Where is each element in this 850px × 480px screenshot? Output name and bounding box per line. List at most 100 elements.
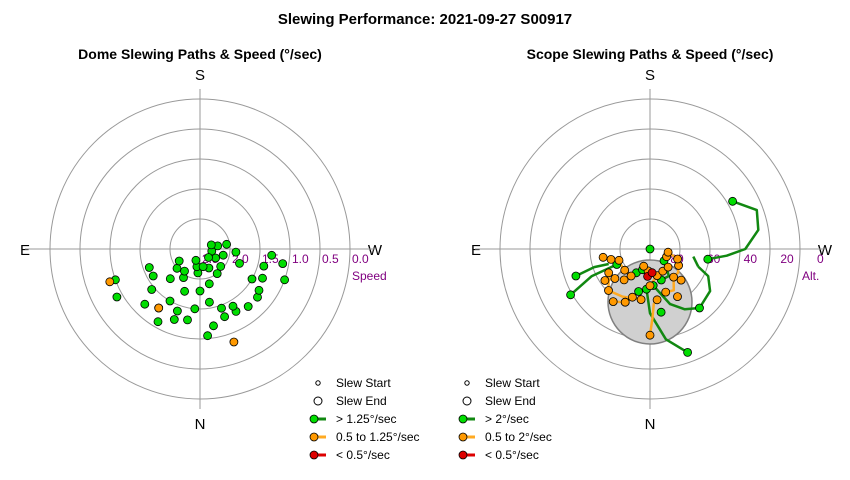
scope-legend-end-marker: [462, 396, 472, 406]
dome-radial-axis-label: Speed: [352, 269, 387, 283]
scope-legend-label: > 2°/sec: [485, 412, 529, 426]
scope-path-fast-1: [652, 284, 700, 311]
scope-radial-axis-label: Alt.: [802, 269, 819, 283]
dome-legend-swatch: [309, 414, 319, 424]
scope-point-fast-2: [695, 303, 704, 313]
dome-point-fast-37: [216, 261, 226, 271]
scope-path-fast-0: [707, 200, 760, 261]
dome-point-fast-16: [169, 315, 179, 324]
scope-chart-title: Scope Slewing Paths & Speed (°/sec): [527, 46, 774, 62]
scope-legend-label: Slew End: [485, 394, 536, 408]
dome-point-fast-35: [180, 266, 189, 276]
dome-legend-swatch: [309, 450, 319, 460]
scope-legend-entry-3: 0.5 to 2°/sec: [458, 430, 552, 444]
dome-point-fast-44: [235, 258, 244, 268]
dome-point-fast-28: [180, 286, 190, 296]
scope-point-medium-19: [676, 275, 686, 285]
dome-point-fast-22: [144, 263, 154, 272]
scope-legend-label: 0.5 to 2°/sec: [485, 430, 552, 444]
dome-point-fast-3: [220, 312, 230, 322]
dome-legend-entry-0: Slew Start: [315, 376, 391, 390]
dome-legend-swatch: [309, 432, 319, 442]
dome-chart-title: Dome Slewing Paths & Speed (°/sec): [78, 46, 322, 62]
scope-legend-label: < 0.5°/sec: [485, 448, 539, 462]
dome-point-fast-51: [112, 292, 122, 302]
scope-point-medium-0: [645, 330, 655, 340]
scope-path-fast-2: [645, 289, 689, 354]
dome-legend-label: < 0.5°/sec: [336, 448, 390, 462]
dome-point-fast-46: [204, 253, 213, 262]
dome-direction-bottom: N: [195, 416, 206, 433]
scope-radial-tick-4: 0: [817, 252, 824, 266]
dome-point-fast-4: [243, 302, 253, 311]
scope-point-medium-1: [652, 295, 662, 305]
dome-radial-tick-5: 0.0: [352, 252, 369, 266]
scope-legend-swatch: [458, 414, 468, 424]
scope-direction-top: S: [645, 67, 655, 84]
scope-legend-entry-4: < 0.5°/sec: [458, 448, 539, 462]
dome-point-fast-9: [247, 274, 257, 284]
scope-direction-left: E: [471, 242, 481, 259]
dome-point-fast-45: [231, 247, 241, 257]
dome-point-fast-18: [147, 285, 157, 294]
scope-point-fast-3: [703, 254, 713, 264]
scope-point-medium-10: [645, 281, 655, 291]
dome-point-medium-1: [154, 303, 164, 313]
dome-direction-top: S: [195, 67, 205, 84]
dome-legend-entry-1: Slew End: [313, 394, 387, 408]
scope-point-medium-5: [604, 286, 613, 295]
scope-legend-entry-0: Slew Start: [464, 376, 540, 390]
scope-legend-start-marker: [464, 380, 470, 386]
scope-legend-entry-2: > 2°/sec: [458, 412, 529, 426]
dome-radial-tick-4: 0.5: [322, 252, 339, 266]
dome-legend-label: Slew Start: [336, 376, 391, 390]
dome-point-fast-27: [195, 286, 205, 296]
scope-point-medium-25: [610, 274, 620, 283]
scope-path-fast-4: [569, 263, 618, 296]
scope-point-slow-1: [647, 268, 657, 278]
scope-point-fast-4: [728, 196, 737, 206]
dome-point-fast-36: [172, 263, 182, 273]
dome-direction-left: E: [20, 242, 30, 259]
scope-point-medium-20: [606, 254, 616, 264]
dome-legend-entry-2: > 1.25°/sec: [309, 412, 397, 426]
scope-radial-tick-3: 20: [780, 252, 794, 266]
scope-point-medium-9: [626, 271, 636, 281]
scope-point-medium-2: [636, 295, 646, 305]
scope-legend-swatch: [458, 450, 468, 460]
scope-radial-tick-2: 40: [744, 252, 758, 266]
dome-point-fast-1: [217, 303, 226, 313]
dome-point-fast-0: [204, 297, 214, 307]
dome-point-fast-50: [206, 240, 216, 250]
dome-point-fast-13: [228, 301, 238, 311]
dome-point-fast-49: [222, 239, 232, 249]
dome-legend-entry-3: 0.5 to 1.25°/sec: [309, 430, 420, 444]
dome-direction-right: W: [368, 242, 383, 259]
scope-point-medium-28: [600, 276, 610, 285]
scope-point-medium-18: [673, 292, 682, 302]
dome-point-fast-6: [258, 273, 267, 283]
dome-legend-end-marker: [313, 396, 323, 406]
dome-point-medium-0: [229, 337, 239, 347]
scope-point-medium-4: [608, 297, 618, 307]
dome-point-fast-23: [172, 306, 182, 316]
dome-point-fast-7: [280, 275, 290, 285]
scope-path-fast-6: [697, 265, 712, 309]
dome-point-fast-11: [259, 261, 269, 271]
dome-point-fast-19: [148, 271, 158, 281]
dome-legend-label: 0.5 to 1.25°/sec: [336, 430, 420, 444]
dome-legend-label: Slew End: [336, 394, 387, 408]
scope-point-fast-8: [566, 290, 575, 300]
scope-point-medium-7: [614, 255, 624, 265]
dome-point-fast-31: [165, 274, 175, 284]
scope-point-medium-3: [628, 292, 637, 302]
dome-legend-entry-4: < 0.5°/sec: [309, 448, 390, 462]
scope-legend-swatch: [458, 432, 468, 442]
scope-point-medium-17: [661, 287, 671, 297]
dome-point-fast-14: [203, 331, 213, 341]
scope-point-medium-13: [663, 262, 673, 272]
scope-point-fast-7: [634, 287, 643, 296]
